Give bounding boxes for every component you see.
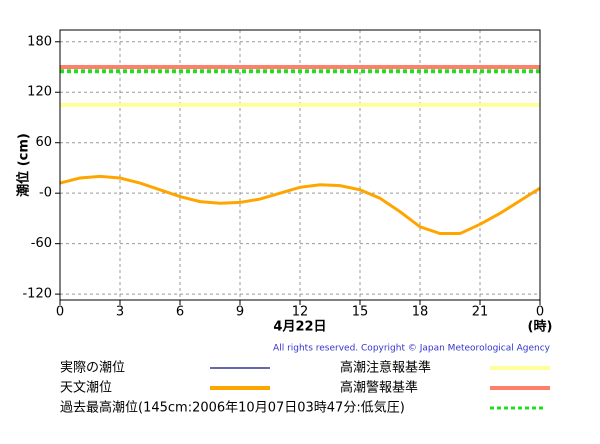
x-tick-label: 15 xyxy=(352,305,369,320)
x-tick-label: 9 xyxy=(236,305,244,320)
x-axis-unit: (時) xyxy=(528,319,553,335)
y-tick-label: -120 xyxy=(22,287,52,302)
x-tick-label: 12 xyxy=(292,305,309,320)
legend-label: 高潮注意報基準 xyxy=(340,360,431,376)
legend-label: 過去最高潮位(145cm:2006年10月07日03時47分:低気圧) xyxy=(60,400,405,416)
legend-label: 天文潮位 xyxy=(60,381,112,396)
legend-label: 高潮警報基準 xyxy=(340,380,418,396)
x-axis-label: 4月22日 xyxy=(273,320,326,335)
x-tick-label: 21 xyxy=(472,305,489,320)
plot-border xyxy=(59,29,541,301)
x-tick-label: 3 xyxy=(116,305,124,320)
legend-label: 実際の潮位 xyxy=(60,360,125,376)
copyright: All rights reserved. Copyright © Japan M… xyxy=(273,344,551,354)
x-tick-label: 0 xyxy=(536,305,544,320)
tide-line xyxy=(59,174,541,236)
x-tick-label: 0 xyxy=(56,305,64,320)
y-tick-label: -60 xyxy=(31,236,52,251)
y-axis-label: 潮位 (cm) xyxy=(16,133,32,197)
y-tick-label: -0 xyxy=(39,186,52,201)
y-tick-label: 60 xyxy=(35,135,52,150)
y-tick-label: 120 xyxy=(27,85,52,100)
y-tick-label: 180 xyxy=(27,34,52,49)
x-tick-label: 18 xyxy=(412,305,429,320)
x-tick-label: 6 xyxy=(176,305,184,320)
